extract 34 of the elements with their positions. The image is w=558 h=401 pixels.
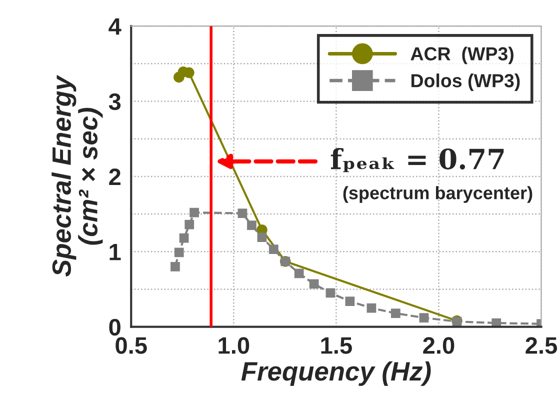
y-tick-label: 0 — [109, 318, 120, 336]
point — [174, 248, 184, 258]
point — [238, 208, 248, 218]
x-tick-label: 2.0 — [423, 337, 454, 354]
point — [184, 67, 194, 78]
annotation: (spectrum barycenter) — [343, 186, 532, 203]
point — [390, 308, 400, 318]
x-tick-label: 2.5 — [526, 337, 558, 354]
x-tick-label: 0.5 — [116, 337, 147, 354]
x-axis-title: Frequency (Hz) — [241, 361, 431, 386]
point — [268, 244, 278, 254]
legend-label: Dolos (WP3) — [411, 74, 520, 92]
point — [247, 220, 256, 230]
y-axis-title: Spectral Energy (cm² × sec) — [52, 74, 103, 277]
point — [170, 262, 180, 272]
x-tick-label: 1.5 — [321, 337, 352, 354]
point — [326, 288, 336, 298]
point — [309, 279, 319, 289]
y-tick-label: 2 — [109, 168, 120, 185]
point — [345, 296, 355, 306]
point — [294, 268, 304, 278]
point — [419, 313, 429, 322]
point — [366, 303, 376, 313]
point — [184, 220, 194, 230]
point — [492, 318, 502, 327]
y-tick-label: 3 — [108, 93, 121, 110]
annotation: fₚₑₐₖ = 0.77 — [330, 148, 504, 172]
y-tick-label: 4 — [108, 18, 122, 35]
legend-label: ACR (WP3) — [410, 46, 514, 64]
point — [190, 208, 199, 218]
point — [179, 233, 189, 243]
x-tick-label: 1.0 — [218, 337, 250, 354]
point — [257, 232, 267, 242]
y-tick-label: 1 — [110, 244, 121, 260]
